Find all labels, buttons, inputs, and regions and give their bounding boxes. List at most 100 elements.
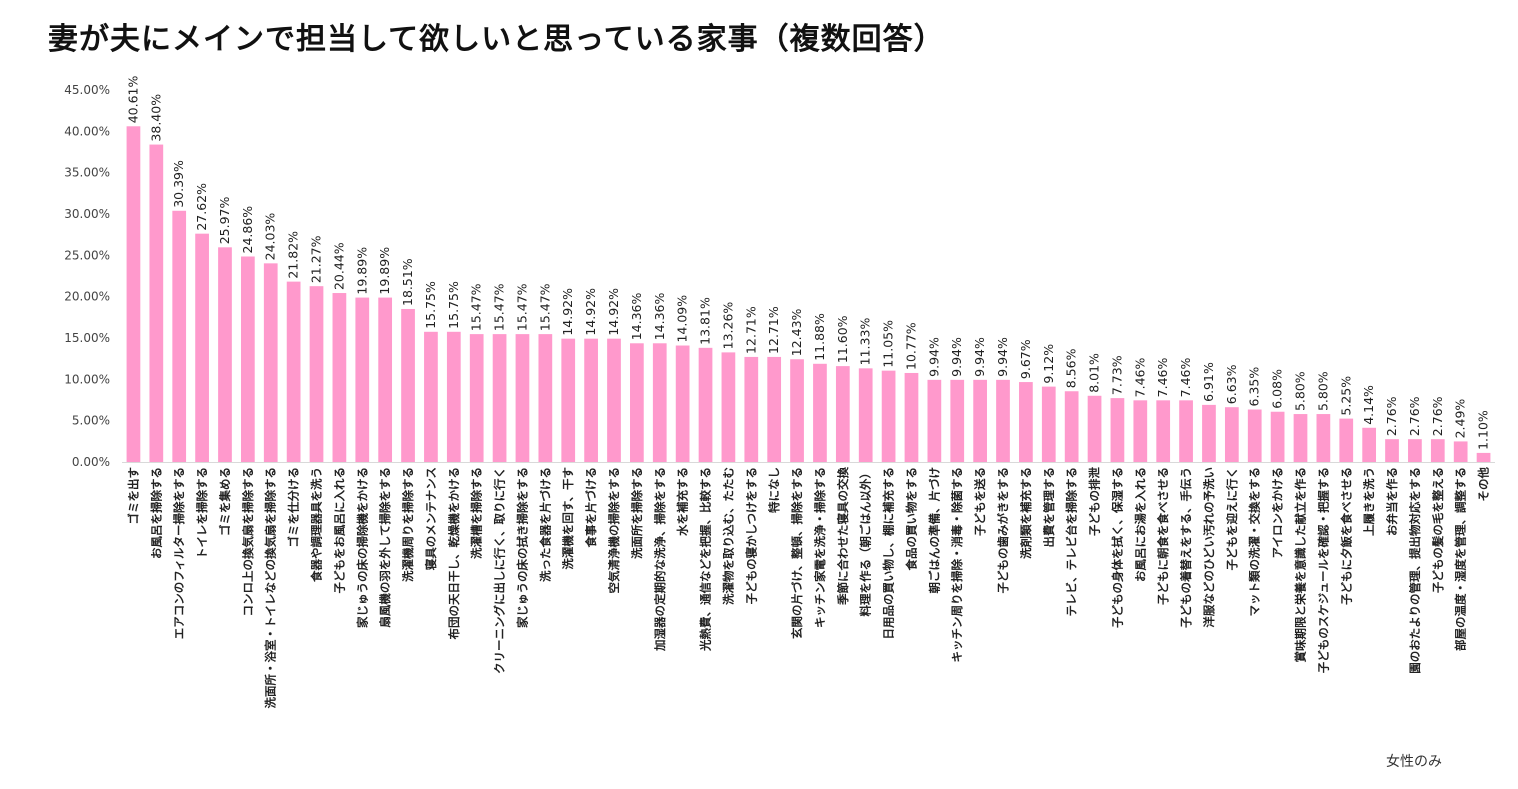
value-label: 8.56% bbox=[1064, 348, 1079, 388]
category-label: 子どもに朝食を食べさせる bbox=[1156, 467, 1170, 605]
bar bbox=[904, 372, 919, 462]
category-label: ゴミを仕分ける bbox=[287, 467, 301, 548]
value-label: 10.77% bbox=[903, 322, 918, 370]
value-label: 9.94% bbox=[926, 337, 941, 377]
y-tick-label: 30.00% bbox=[64, 207, 110, 221]
bar bbox=[950, 379, 965, 462]
value-label: 15.75% bbox=[423, 281, 438, 329]
bar bbox=[1453, 441, 1468, 462]
category-label: 子どものスケジュールを確認・把握する bbox=[1316, 467, 1330, 673]
value-label: 24.86% bbox=[240, 206, 255, 254]
bar bbox=[561, 338, 576, 462]
category-label: お風呂にお湯を入れる bbox=[1133, 467, 1147, 582]
bar bbox=[1202, 404, 1216, 462]
category-label: アイロンをかける bbox=[1271, 467, 1285, 558]
category-label: 子どもの寝かしつけをする bbox=[744, 467, 758, 604]
value-label: 11.60% bbox=[835, 315, 850, 363]
bar bbox=[1019, 382, 1033, 462]
bar bbox=[1270, 411, 1285, 462]
category-label: コンロ上の換気扇を掃除する bbox=[241, 467, 255, 617]
value-label: 12.43% bbox=[789, 308, 804, 356]
bar bbox=[1133, 400, 1148, 462]
value-label: 9.94% bbox=[972, 337, 987, 377]
category-label: 光熱費、通信などを把握、比較する bbox=[699, 467, 713, 652]
value-label: 25.97% bbox=[217, 197, 232, 245]
value-label: 20.44% bbox=[331, 242, 346, 290]
value-label: 40.61% bbox=[125, 76, 140, 124]
bar bbox=[1339, 418, 1354, 462]
category-label: 洗濯物を取り込む、たたむ bbox=[721, 467, 735, 605]
bar bbox=[767, 356, 782, 462]
value-label: 21.82% bbox=[286, 231, 301, 279]
category-label: 上履きを洗う bbox=[1362, 467, 1376, 536]
y-tick-label: 5.00% bbox=[72, 414, 110, 428]
value-label: 2.76% bbox=[1407, 396, 1422, 436]
category-label: マット類の洗濯・交換をする bbox=[1248, 467, 1262, 617]
y-tick-label: 25.00% bbox=[64, 248, 110, 262]
bar bbox=[195, 233, 209, 462]
value-label: 19.89% bbox=[354, 247, 369, 295]
category-label: 子どもの排泄 bbox=[1088, 467, 1102, 536]
value-label: 2.49% bbox=[1453, 399, 1468, 439]
value-label: 15.47% bbox=[469, 283, 484, 331]
bar bbox=[698, 347, 713, 462]
category-label: 洗剤類を補充する bbox=[1019, 467, 1033, 559]
value-label: 13.81% bbox=[698, 297, 713, 345]
category-label: 子どもに夕飯を食べさせる bbox=[1339, 467, 1353, 605]
bar bbox=[1087, 395, 1102, 462]
category-label: 子どもの着替えをする、手伝う bbox=[1179, 467, 1193, 628]
bar bbox=[675, 345, 690, 462]
category-label: お弁当を作る bbox=[1385, 467, 1399, 536]
bar bbox=[1476, 452, 1491, 462]
y-axis: 0.00% 5.00% 10.00% 15.00% 20.00% 25.00% 30.00%… bbox=[64, 83, 110, 469]
category-label: 子どもを迎えに行く bbox=[1225, 467, 1239, 571]
bar bbox=[744, 356, 759, 462]
bar bbox=[378, 297, 393, 462]
value-label: 19.89% bbox=[377, 247, 392, 295]
bar bbox=[1179, 400, 1193, 462]
value-label: 9.94% bbox=[995, 337, 1010, 377]
category-label: 出費を管理する bbox=[1042, 467, 1056, 548]
value-label: 7.73% bbox=[1109, 355, 1124, 395]
value-label: 15.47% bbox=[514, 283, 529, 331]
value-label: 5.80% bbox=[1292, 371, 1307, 411]
bar bbox=[332, 293, 347, 462]
category-label: 食器や調理器具を洗う bbox=[310, 467, 324, 582]
category-label: 洗った食器を片づける bbox=[538, 467, 552, 582]
category-label: 扇風機の羽を外して掃除をする bbox=[378, 467, 392, 628]
bar bbox=[1041, 386, 1056, 462]
bar bbox=[126, 126, 141, 462]
value-label: 1.10% bbox=[1476, 410, 1491, 450]
value-label: 27.62% bbox=[194, 183, 209, 231]
value-label: 6.63% bbox=[1224, 364, 1239, 404]
value-label: 21.27% bbox=[309, 235, 324, 283]
y-tick-label: 15.00% bbox=[64, 331, 110, 345]
bar bbox=[721, 352, 736, 462]
category-label: 日用品の買い物し、棚に補充する bbox=[882, 467, 896, 640]
bar bbox=[515, 334, 530, 462]
value-label: 12.71% bbox=[766, 306, 781, 354]
category-label: 食事を片づける bbox=[584, 467, 598, 548]
value-label: 15.47% bbox=[492, 283, 507, 331]
bar bbox=[424, 331, 438, 462]
value-label: 38.40% bbox=[148, 94, 163, 142]
category-label: 家じゅうの床の掃除機をかける bbox=[355, 467, 369, 628]
bar bbox=[607, 338, 621, 462]
bar bbox=[218, 247, 232, 462]
y-tick-label: 35.00% bbox=[64, 166, 110, 180]
bar bbox=[927, 379, 942, 462]
category-label: 洗濯機周りを掃除する bbox=[401, 467, 415, 582]
category-label: キッチン家電を洗浄・掃除する bbox=[813, 467, 827, 628]
category-label: キッチン周りを掃除・消毒・除菌する bbox=[950, 467, 964, 663]
bar bbox=[492, 334, 507, 462]
value-label: 4.14% bbox=[1361, 385, 1376, 425]
category-label: 料理を作る（朝ごはん以外） bbox=[859, 467, 873, 617]
category-label: クリーニングに出しに行く、取りに行く bbox=[493, 467, 507, 674]
value-label: 15.75% bbox=[446, 281, 461, 329]
category-label: 洗濯機を回す、干す bbox=[561, 467, 575, 570]
value-label: 6.08% bbox=[1270, 369, 1285, 409]
category-label: 子どもをお風呂に入れる bbox=[332, 467, 346, 594]
value-label: 2.76% bbox=[1430, 396, 1445, 436]
category-label: トイレを掃除する bbox=[195, 467, 209, 559]
